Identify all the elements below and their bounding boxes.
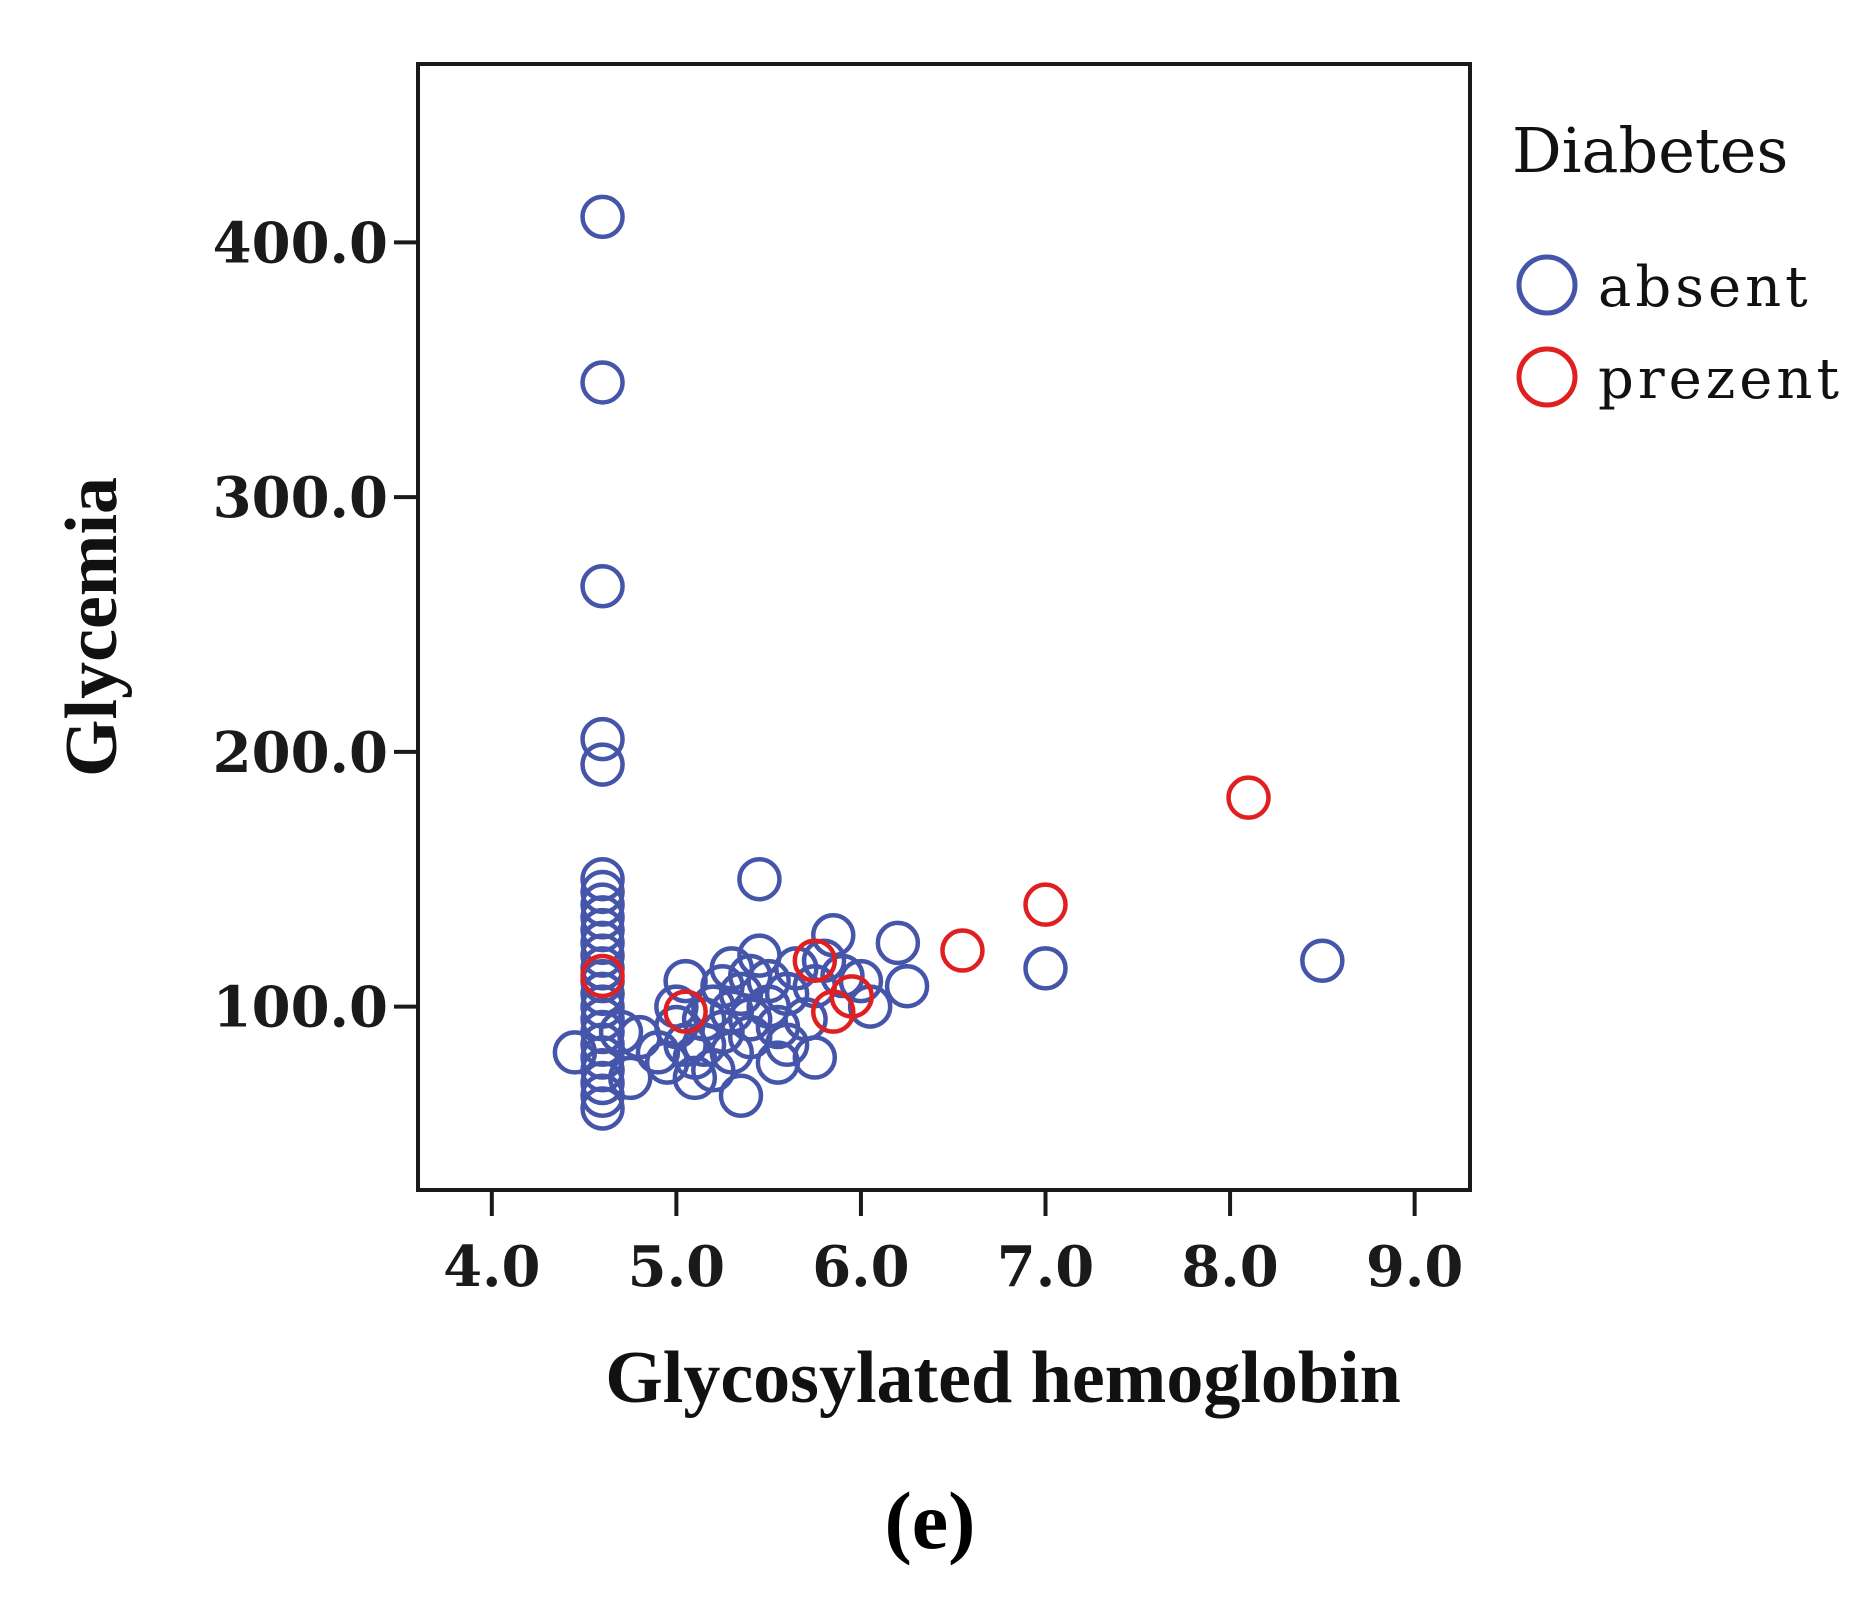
legend-label-absent: absent	[1598, 255, 1812, 320]
x-tick-label: 7.0	[997, 1234, 1094, 1300]
data-point-absent	[580, 742, 625, 787]
data-point-absent	[727, 953, 773, 999]
x-tick-label: 9.0	[1366, 1234, 1463, 1300]
data-point-absent	[875, 920, 921, 966]
y-axis: 100.0 200.0 300.0 400.0	[213, 210, 418, 1041]
y-axis-title: Glycemia	[51, 477, 133, 777]
data-point-absent	[1300, 938, 1345, 983]
y-tick-label: 100.0	[213, 975, 388, 1041]
data-point-absent	[598, 1009, 644, 1055]
data-point-prezent	[580, 953, 625, 999]
x-axis-title: Glycosylated hemoglobin	[605, 1337, 1401, 1419]
data-point-absent	[607, 1055, 653, 1101]
data-point-absent	[580, 563, 625, 609]
data-point-prezent	[663, 989, 708, 1034]
y-tick-label: 400.0	[213, 210, 388, 276]
legend-marker-absent	[1516, 254, 1578, 316]
legend-title: Diabetes	[1512, 114, 1788, 187]
legend-label-prezent: prezent	[1598, 347, 1843, 412]
data-point-absent	[1023, 946, 1068, 991]
data-point-absent	[709, 989, 755, 1034]
plot-frame	[416, 62, 1472, 1192]
data-point-absent	[737, 856, 782, 902]
legend-marker-prezent	[1516, 346, 1578, 408]
data-point-absent	[580, 360, 625, 405]
data-point-absent	[718, 1073, 764, 1118]
points-layer	[552, 194, 1345, 1131]
data-point-absent	[755, 1040, 801, 1085]
data-point-absent	[700, 963, 745, 1009]
data-point-absent	[580, 1086, 625, 1131]
data-point-prezent	[940, 928, 985, 973]
panel-label: (e)	[884, 1475, 975, 1566]
data-point-absent	[580, 716, 625, 762]
data-point-absent	[580, 194, 625, 240]
legend: Diabetes absent prezent	[1512, 114, 1843, 412]
data-point-prezent	[1226, 775, 1271, 820]
data-point-absent	[884, 963, 930, 1009]
data-point-absent	[663, 958, 708, 1004]
x-tick-label: 6.0	[812, 1234, 909, 1300]
data-point-absent	[654, 984, 699, 1029]
x-tick-label: 4.0	[443, 1234, 540, 1300]
data-point-absent	[672, 1055, 718, 1101]
x-tick-label: 5.0	[628, 1234, 725, 1300]
y-tick-label: 200.0	[213, 720, 388, 786]
data-point-prezent	[829, 974, 874, 1019]
data-point-absent	[792, 1035, 838, 1080]
data-point-absent	[552, 1030, 598, 1075]
x-tick-label: 8.0	[1181, 1234, 1278, 1300]
data-point-prezent	[1023, 882, 1068, 927]
x-axis: 4.0 5.0 6.0 7.0 8.0 9.0	[443, 1190, 1463, 1300]
y-tick-label: 300.0	[213, 465, 388, 531]
data-point-absent	[681, 1022, 727, 1068]
data-point-prezent	[792, 938, 838, 983]
data-point-absent	[580, 1060, 625, 1106]
